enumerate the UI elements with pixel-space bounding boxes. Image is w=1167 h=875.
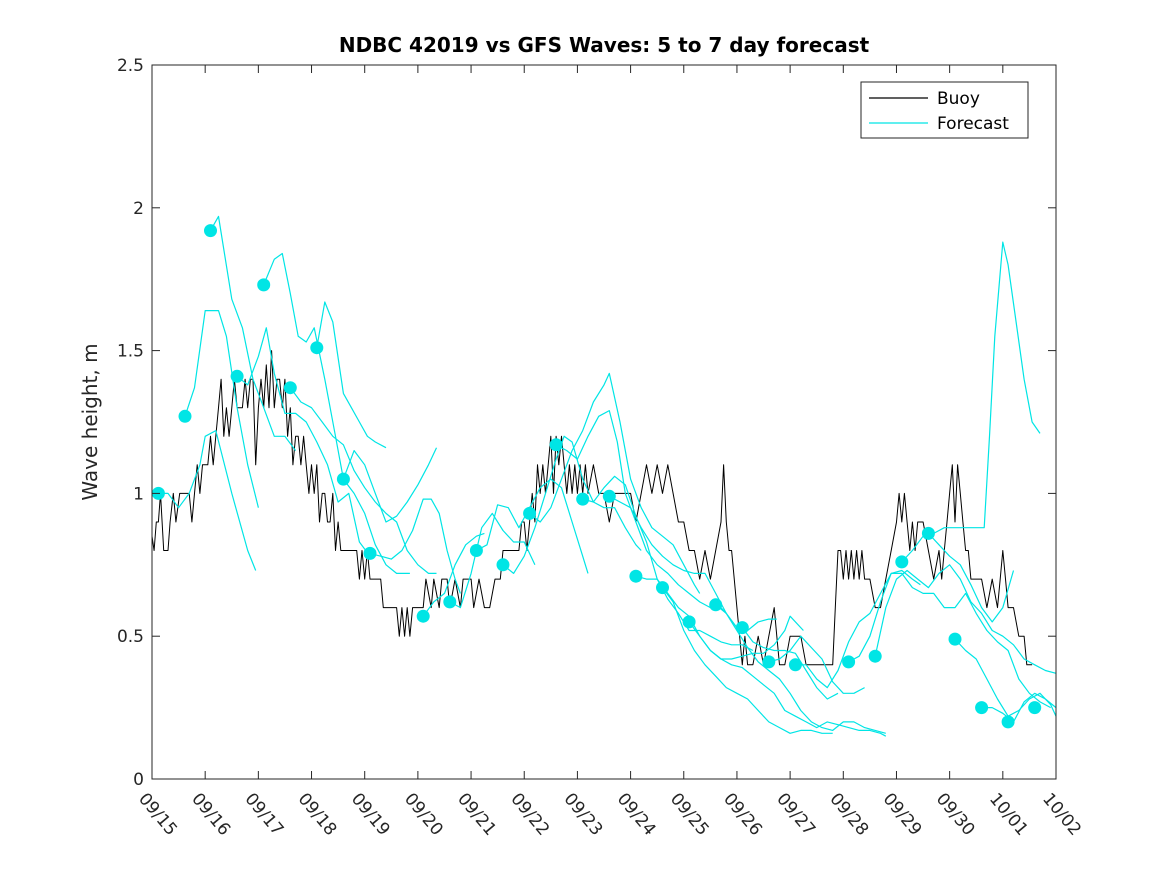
forecast-marker-18 — [656, 581, 669, 595]
forecast-series-line-20 — [715, 604, 886, 734]
plot-area — [152, 65, 1056, 779]
axes-group — [151, 64, 1057, 780]
y-axis-label: Wave height, m — [78, 343, 102, 500]
y-tick-label-5: 2.5 — [117, 56, 144, 76]
forecast-series-line-29 — [981, 692, 1057, 723]
forecast-series-line-8 — [369, 498, 461, 594]
forecast-marker-7 — [336, 472, 350, 486]
forecast-marker-14 — [549, 438, 563, 452]
y-tick-label-2: 1 — [133, 484, 144, 504]
forecast-series-line-25 — [874, 564, 1057, 674]
forecast-marker-29 — [975, 701, 989, 715]
forecast-marker-2 — [204, 224, 217, 238]
forecast-marker-1 — [178, 409, 192, 423]
legend-label-forecast: Forecast — [937, 114, 1009, 134]
y-tick-label-1: 0.5 — [117, 627, 144, 647]
forecast-series-line-13 — [529, 372, 701, 594]
forecast-marker-28 — [948, 632, 962, 646]
forecast-marker-22 — [762, 655, 776, 669]
forecast-marker-19 — [682, 615, 696, 629]
legend-label-buoy: Buoy — [937, 89, 980, 109]
forecast-series-line-22 — [768, 635, 865, 694]
forecast-marker-31 — [1028, 701, 1042, 715]
forecast-marker-9 — [416, 609, 430, 623]
forecast-series-line-10 — [449, 512, 536, 609]
axes-box — [151, 64, 1057, 780]
forecast-series-line-9 — [422, 532, 485, 617]
forecast-series-line-24 — [848, 572, 1051, 709]
y-tick-label-4: 2 — [133, 199, 144, 219]
y-tick-labels: 0 0.5 1 1.5 2 2.5 — [117, 56, 144, 790]
forecast-marker-5 — [283, 381, 297, 395]
forecast-marker-27 — [921, 526, 935, 540]
forecast-marker-25 — [868, 649, 882, 663]
forecast-marker-16 — [602, 489, 616, 503]
forecast-series-line-6 — [316, 301, 387, 449]
forecast-marker-26 — [895, 555, 909, 569]
marker-group — [151, 224, 1042, 729]
forecast-marker-17 — [629, 569, 643, 583]
forecast-marker-30 — [1001, 715, 1015, 729]
forecast-series-line-3 — [236, 327, 371, 557]
series-group — [151, 215, 1057, 737]
y-tick-label-3: 1.5 — [117, 342, 144, 362]
buoy-series-line — [151, 350, 1033, 666]
forecast-marker-6 — [310, 341, 324, 355]
forecast-marker-8 — [363, 546, 377, 560]
forecast-marker-23 — [788, 658, 802, 672]
forecast-marker-20 — [709, 598, 723, 612]
forecast-series-line-23 — [795, 569, 921, 689]
forecast-marker-12 — [496, 558, 510, 572]
forecast-series-line-4 — [263, 252, 410, 575]
forecast-series-line-14 — [555, 410, 727, 614]
forecast-series-line-21 — [741, 627, 839, 700]
forecast-marker-4 — [257, 278, 271, 292]
forecast-marker-10 — [443, 595, 457, 609]
forecast-marker-15 — [576, 492, 590, 506]
chart-title: NDBC 42019 vs GFS Waves: 5 to 7 day fore… — [339, 33, 870, 57]
forecast-series-line-12 — [502, 435, 642, 575]
forecast-marker-3 — [230, 369, 244, 383]
forecast-series-line-19 — [688, 621, 887, 737]
forecast-series-line-18 — [662, 587, 833, 734]
forecast-series-line-1 — [184, 310, 259, 508]
forecast-series-line-0 — [152, 430, 257, 571]
forecast-marker-13 — [523, 506, 537, 520]
forecast-series-line-7 — [342, 447, 438, 523]
forecast-series-line-16 — [609, 495, 777, 632]
legend: Buoy Forecast — [860, 81, 1029, 139]
forecast-series-line-5 — [289, 387, 437, 575]
forecast-marker-11 — [469, 544, 483, 557]
legend-box — [860, 81, 1029, 139]
forecast-marker-21 — [735, 621, 749, 635]
forecast-marker-24 — [842, 655, 856, 669]
forecast-series-line-2 — [209, 215, 297, 451]
forecast-series-line-11 — [476, 478, 589, 574]
forecast-series-line-15 — [582, 475, 754, 652]
y-tick-label-0: 0 — [133, 770, 144, 790]
forecast-series-line-27 — [927, 532, 1015, 623]
